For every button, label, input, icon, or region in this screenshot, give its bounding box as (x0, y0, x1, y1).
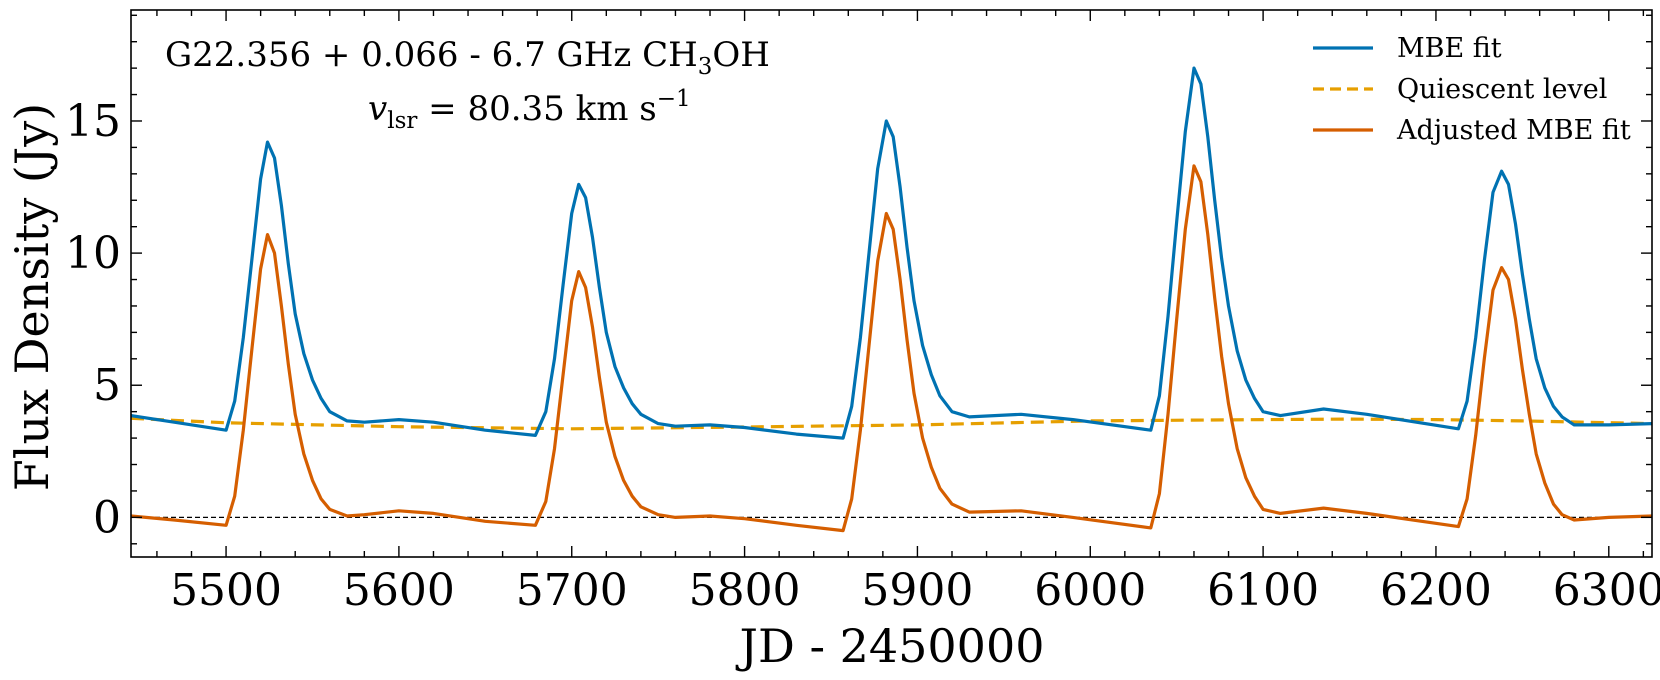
y-tick-label: 10 (65, 228, 121, 279)
series-line-mbe-fit (131, 66, 1652, 440)
x-tick-label: 6100 (1207, 565, 1319, 616)
chart-title: G22.356 + 0.066 - 6.7 GHz CH3OH (165, 35, 770, 80)
series-layer (131, 66, 1652, 533)
y-axis-label: Flux Density (Jy) (5, 103, 59, 491)
x-axis-label: JD - 2450000 (736, 619, 1045, 673)
legend-label-quiescent-level: Quiescent level (1397, 74, 1607, 105)
y-tick-label: 0 (93, 492, 121, 543)
x-tick-label: 5500 (170, 565, 282, 616)
chart-title-tail: OH (712, 35, 770, 75)
legend-label-mbe-fit: MBE fit (1397, 33, 1502, 64)
chart-subtitle-subscript: lsr (387, 108, 417, 134)
x-tick-label: 5900 (861, 565, 973, 616)
x-tick-label: 5700 (516, 565, 628, 616)
chart-title-subscript: 3 (698, 54, 713, 80)
chart-subtitle-superscript: −1 (657, 86, 691, 112)
x-tick-label: 5600 (343, 565, 455, 616)
legend-label-adjusted-mbe-fit: Adjusted MBE fit (1396, 115, 1631, 146)
y-tick-label: 15 (65, 96, 121, 147)
chart-subtitle-value: = 80.35 km s (417, 89, 656, 129)
tick-labels: 5500 5600 5700 5800 5900 6000 6100 6200 6300 0 5 10… (65, 96, 1660, 616)
chart-subtitle-variable: v (368, 89, 387, 129)
plot-frame (130, 9, 1653, 558)
legend: MBE fit Quiescent level Adjusted MBE fit (1313, 33, 1631, 146)
x-tick-label: 6200 (1380, 565, 1492, 616)
chart-subtitle: vlsr = 80.35 km s−1 (368, 86, 691, 134)
x-tick-label: 5800 (689, 565, 801, 616)
series-clip-group (131, 66, 1652, 533)
chart-title-main: G22.356 + 0.066 - 6.7 GHz CH (165, 35, 698, 75)
x-tick-label: 6000 (1034, 565, 1146, 616)
series-line-adjusted-mbe-fit (131, 164, 1652, 533)
axis-ticks (131, 10, 1652, 557)
x-tick-label: 6300 (1553, 565, 1660, 616)
y-tick-label: 5 (93, 360, 121, 411)
